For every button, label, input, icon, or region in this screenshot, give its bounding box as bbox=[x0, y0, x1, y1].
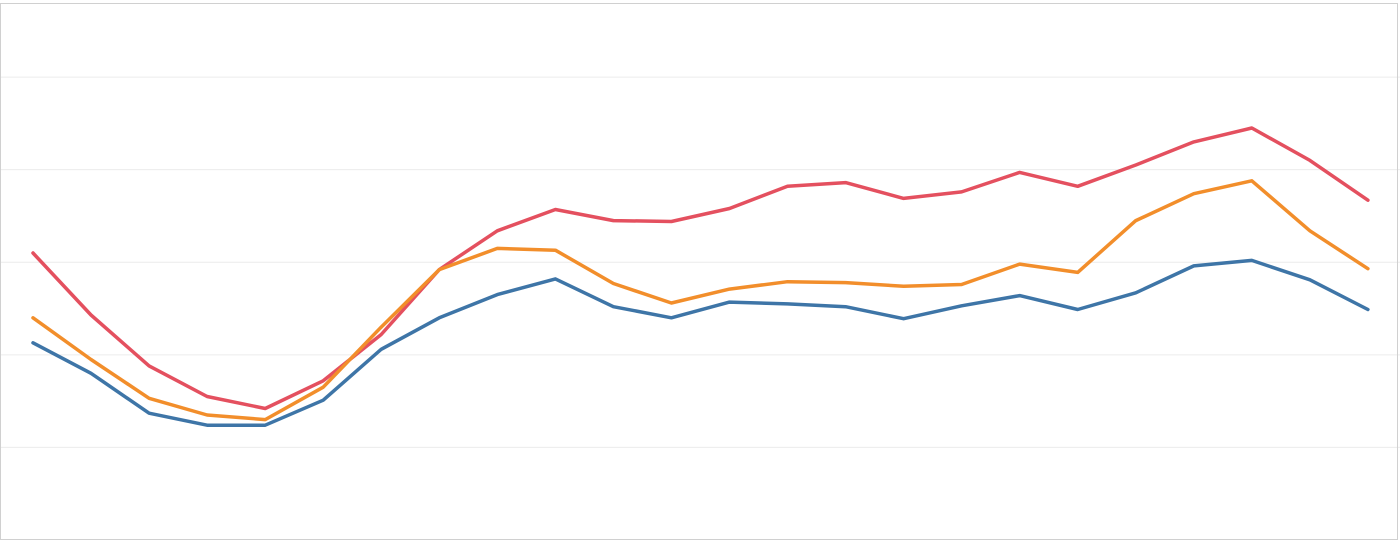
series-line-2 bbox=[31, 179, 1370, 422]
plot-border bbox=[0, 3, 1398, 540]
series-line-3 bbox=[31, 258, 1370, 427]
gridlines bbox=[0, 76, 1400, 448]
series-line-1 bbox=[31, 126, 1370, 411]
series-group bbox=[31, 126, 1370, 427]
